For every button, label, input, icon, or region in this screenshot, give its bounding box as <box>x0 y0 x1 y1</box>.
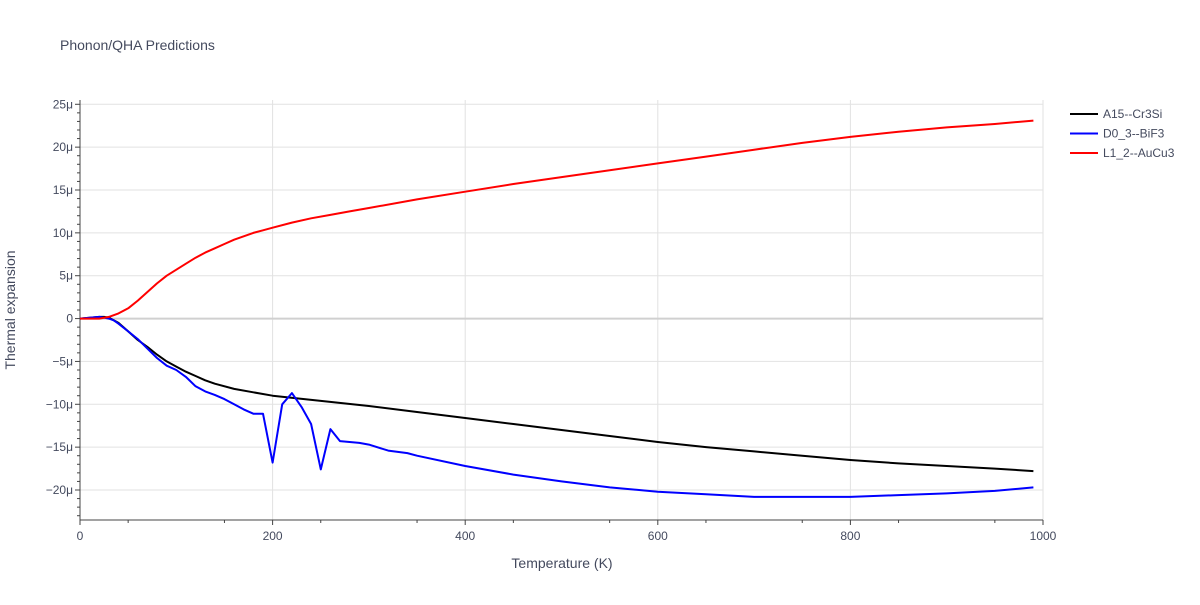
x-tick-label: 400 <box>455 529 475 543</box>
y-tick-label: 20μ <box>53 140 73 154</box>
y-tick-label: 0 <box>66 312 73 326</box>
x-tick-label: 800 <box>840 529 860 543</box>
y-tick-label: −10μ <box>46 397 73 411</box>
y-tick-label: −20μ <box>46 483 73 497</box>
y-tick-label: −15μ <box>46 440 73 454</box>
legend-label[interactable]: L1_2--AuCu3 <box>1103 146 1175 160</box>
x-axis-title: Temperature (K) <box>511 555 612 571</box>
legend-label[interactable]: D0_3--BiF3 <box>1103 127 1165 141</box>
y-tick-label: 15μ <box>53 183 73 197</box>
series-line-3[interactable] <box>80 119 1034 320</box>
series-line-2[interactable] <box>79 315 1034 498</box>
x-tick-label: 200 <box>263 529 283 543</box>
legend: A15--Cr3Si D0_3--BiF3 L1_2--AuCu3 <box>1070 107 1175 160</box>
x-tick-label: 0 <box>77 529 84 543</box>
y-tick-label: 25μ <box>53 97 73 111</box>
x-tick-label: 600 <box>648 529 668 543</box>
y-tick-label: 5μ <box>59 269 73 283</box>
y-tick-label: 10μ <box>53 226 73 240</box>
y-tick-label: −5μ <box>52 354 73 368</box>
grid <box>80 100 1044 520</box>
plot-area[interactable] <box>79 119 1034 498</box>
x-tick-label: 1000 <box>1030 529 1057 543</box>
chart-title: Phonon/QHA Predictions <box>60 37 215 53</box>
legend-label[interactable]: A15--Cr3Si <box>1103 107 1162 121</box>
series-line-1[interactable] <box>79 315 1034 473</box>
y-axis-title: Thermal expansion <box>2 250 18 369</box>
axes: 0 200 400 600 800 1000 25μ 20μ 15μ 10μ 5μ 0 −5μ −10μ −… <box>46 97 1057 543</box>
